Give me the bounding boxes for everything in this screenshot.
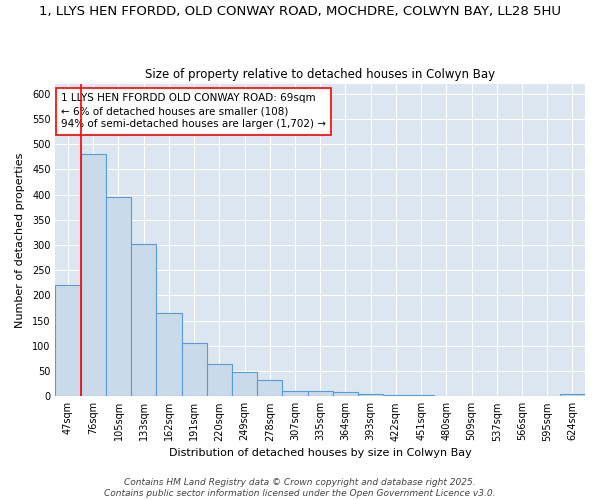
Text: 1 LLYS HEN FFORDD OLD CONWAY ROAD: 69sqm
← 6% of detached houses are smaller (10: 1 LLYS HEN FFORDD OLD CONWAY ROAD: 69sqm… — [61, 93, 326, 130]
Y-axis label: Number of detached properties: Number of detached properties — [15, 152, 25, 328]
Bar — [358, 394, 383, 396]
Bar — [333, 392, 358, 396]
Bar — [106, 197, 131, 396]
Bar — [560, 394, 585, 396]
Bar — [55, 286, 80, 397]
Bar — [283, 392, 308, 396]
Bar — [383, 395, 409, 396]
Bar — [131, 244, 157, 396]
Text: 1, LLYS HEN FFORDD, OLD CONWAY ROAD, MOCHDRE, COLWYN BAY, LL28 5HU: 1, LLYS HEN FFORDD, OLD CONWAY ROAD, MOC… — [39, 5, 561, 18]
Bar — [257, 380, 283, 396]
Text: Contains HM Land Registry data © Crown copyright and database right 2025.
Contai: Contains HM Land Registry data © Crown c… — [104, 478, 496, 498]
Title: Size of property relative to detached houses in Colwyn Bay: Size of property relative to detached ho… — [145, 68, 495, 81]
Bar — [207, 364, 232, 396]
Bar — [308, 392, 333, 396]
Bar — [409, 395, 434, 396]
Bar — [80, 154, 106, 396]
Bar — [182, 344, 207, 396]
Bar — [157, 313, 182, 396]
X-axis label: Distribution of detached houses by size in Colwyn Bay: Distribution of detached houses by size … — [169, 448, 472, 458]
Bar — [232, 372, 257, 396]
